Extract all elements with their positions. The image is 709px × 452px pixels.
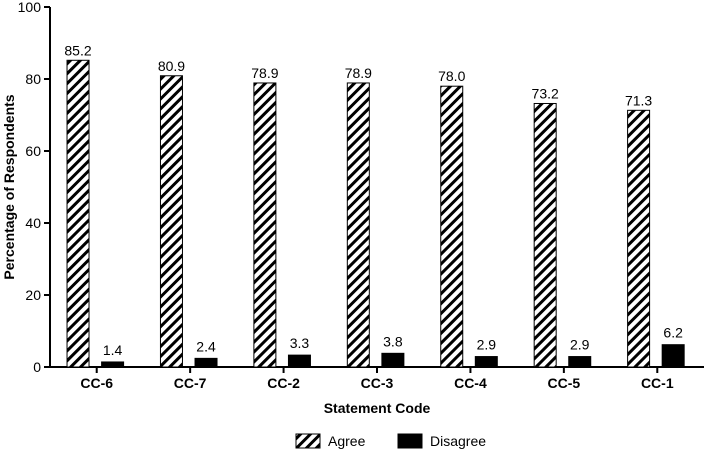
- legend-swatch-agree: [295, 433, 321, 449]
- agree-bar: [533, 102, 557, 368]
- disagree-value-label: 1.4: [103, 342, 123, 358]
- disagree-bar: [287, 354, 311, 368]
- disagree-value-label: 2.9: [477, 337, 497, 353]
- agree-bar: [66, 59, 90, 368]
- y-tick-label: 20: [25, 287, 41, 303]
- disagree-bar: [568, 356, 592, 368]
- y-axis-title: Percentage of Respondents: [1, 94, 17, 279]
- agree-bar: [627, 109, 651, 368]
- y-tick-label: 100: [18, 0, 42, 15]
- disagree-bar: [101, 361, 125, 368]
- agree-value-label: 80.9: [158, 58, 185, 74]
- y-tick-label: 40: [25, 215, 41, 231]
- y-tick-label: 60: [25, 143, 41, 159]
- agree-value-label: 85.2: [64, 42, 91, 58]
- agree-value-label: 78.9: [251, 65, 278, 81]
- disagree-bar: [381, 352, 405, 368]
- y-tick-label: 0: [33, 359, 41, 375]
- x-tick-label: CC-4: [454, 375, 487, 391]
- disagree-bar: [661, 344, 685, 368]
- agree-bar: [440, 85, 464, 368]
- legend-label-disagree: Disagree: [430, 433, 486, 449]
- legend-swatch-disagree: [397, 433, 423, 449]
- agree-value-label: 78.0: [438, 68, 465, 84]
- agree-bar: [159, 75, 183, 368]
- disagree-bar: [194, 357, 218, 368]
- disagree-value-label: 3.8: [383, 333, 403, 349]
- x-tick-label: CC-3: [361, 375, 394, 391]
- x-tick-label: CC-5: [548, 375, 581, 391]
- disagree-value-label: 3.3: [290, 335, 310, 351]
- agree-bar: [253, 82, 277, 368]
- agree-bar: [346, 82, 370, 368]
- agree-value-label: 73.2: [532, 85, 559, 101]
- x-tick-label: CC-7: [174, 375, 207, 391]
- x-tick-label: CC-2: [267, 375, 300, 391]
- disagree-value-label: 2.4: [196, 338, 216, 354]
- disagree-bar: [474, 356, 498, 368]
- x-tick-label: CC-6: [80, 375, 113, 391]
- agree-value-label: 71.3: [625, 92, 652, 108]
- disagree-value-label: 6.2: [663, 325, 683, 341]
- legend-label-agree: Agree: [328, 433, 366, 449]
- y-tick-label: 80: [25, 71, 41, 87]
- x-axis-title: Statement Code: [324, 400, 431, 416]
- disagree-value-label: 2.9: [570, 337, 590, 353]
- agree-value-label: 78.9: [345, 65, 372, 81]
- x-tick-label: CC-1: [641, 375, 674, 391]
